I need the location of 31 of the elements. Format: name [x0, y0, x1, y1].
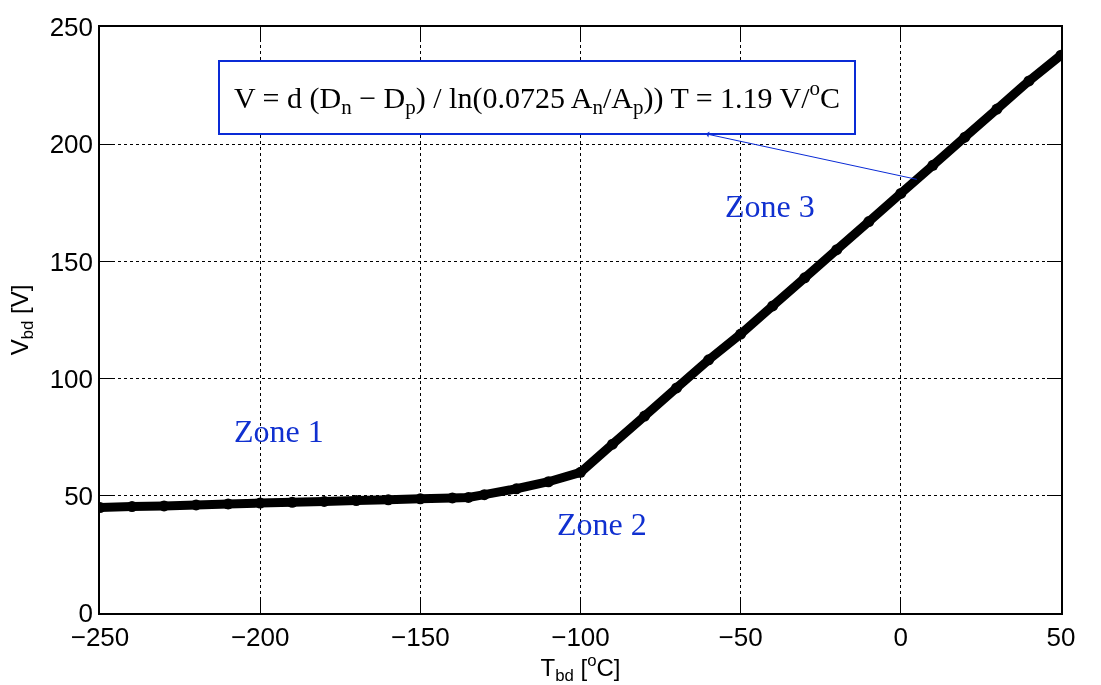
point — [767, 300, 779, 312]
point — [959, 131, 971, 143]
point — [575, 466, 586, 478]
y-tick-label: 50 — [64, 480, 94, 511]
x-tick-label: −50 — [718, 621, 763, 652]
text: V = d (D$_{n}$ − D$_{p}$) / ln(0.0725 A$_{n}$/A$_{p}$)) T = 1.19 V/$^{o}$C — [234, 76, 841, 119]
x-tick-label: 50 — [1046, 621, 1076, 652]
point — [799, 272, 811, 284]
point — [639, 410, 651, 422]
y-tick-label: 250 — [49, 12, 94, 43]
point — [863, 216, 875, 228]
x-axis-title: T$_{bd}$ [$^{o}$C] — [540, 650, 621, 685]
x-tick-label: −200 — [230, 621, 290, 652]
point — [895, 187, 907, 199]
point — [735, 328, 747, 340]
point — [991, 103, 1003, 115]
point — [671, 382, 683, 394]
annotation: Zone 1 — [234, 413, 324, 449]
point — [1023, 75, 1035, 87]
y-tick-label: 150 — [49, 246, 94, 277]
annotation: Zone 2 — [557, 506, 647, 542]
x-tick-label: −150 — [391, 621, 450, 652]
y-tick-label: 200 — [49, 129, 94, 160]
point — [703, 354, 715, 366]
point — [927, 159, 939, 171]
x-tick-label: 0 — [893, 621, 909, 652]
x-tick-label: −100 — [551, 621, 610, 652]
annotation: Zone 3 — [725, 188, 815, 224]
y-tick-label: 100 — [49, 363, 94, 394]
point — [831, 244, 843, 256]
point — [607, 438, 619, 450]
